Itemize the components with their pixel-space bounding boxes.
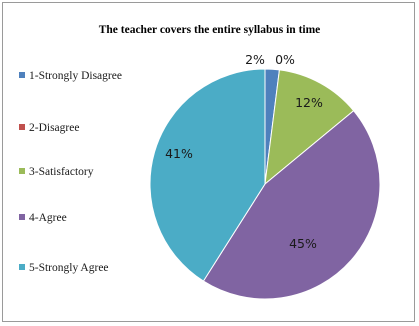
legend-item-satisfactory: 3-Satisfactory xyxy=(19,165,149,179)
legend-label-agree: 4-Agree xyxy=(29,212,67,224)
legend-swatch-satisfactory xyxy=(19,168,25,174)
pie-chart: 2% 0% 12% 45% 41% xyxy=(149,52,381,300)
legend-item-strongly-disagree: 1-Strongly Disagree xyxy=(19,69,149,83)
legend-item-agree: 4-Agree xyxy=(19,211,149,225)
pie-slice-satisfactory xyxy=(264,69,355,186)
legend-label-disagree: 2-Disagree xyxy=(29,122,80,134)
pie-slices xyxy=(149,68,381,300)
data-label-strongly-disagree: 2% xyxy=(245,52,265,67)
data-label-satisfactory: 12% xyxy=(295,95,323,110)
legend-label-strongly-disagree: 1-Strongly Disagree xyxy=(29,70,122,82)
pie-data-labels: 2% 0% 12% 45% 41% xyxy=(165,52,323,251)
chart-title: The teacher covers the entire syllabus i… xyxy=(98,24,321,36)
legend-label-satisfactory: 3-Satisfactory xyxy=(29,166,94,178)
legend-swatch-strongly-disagree xyxy=(19,72,25,78)
data-label-strongly-agree: 41% xyxy=(165,146,193,161)
legend-label-strongly-agree: 5-Strongly Agree xyxy=(29,262,109,274)
legend-item-strongly-agree: 5-Strongly Agree xyxy=(19,261,149,275)
pie-slice-agree xyxy=(202,109,381,300)
pie-slice-strongly-agree xyxy=(149,68,266,282)
legend-swatch-strongly-agree xyxy=(19,264,25,270)
data-label-disagree: 0% xyxy=(275,52,295,67)
chart-frame: The teacher covers the entire syllabus i… xyxy=(2,2,415,322)
legend-swatch-disagree xyxy=(19,124,25,130)
data-label-agree: 45% xyxy=(289,236,317,251)
legend-swatch-agree xyxy=(19,214,25,220)
legend-item-disagree: 2-Disagree xyxy=(19,121,149,135)
